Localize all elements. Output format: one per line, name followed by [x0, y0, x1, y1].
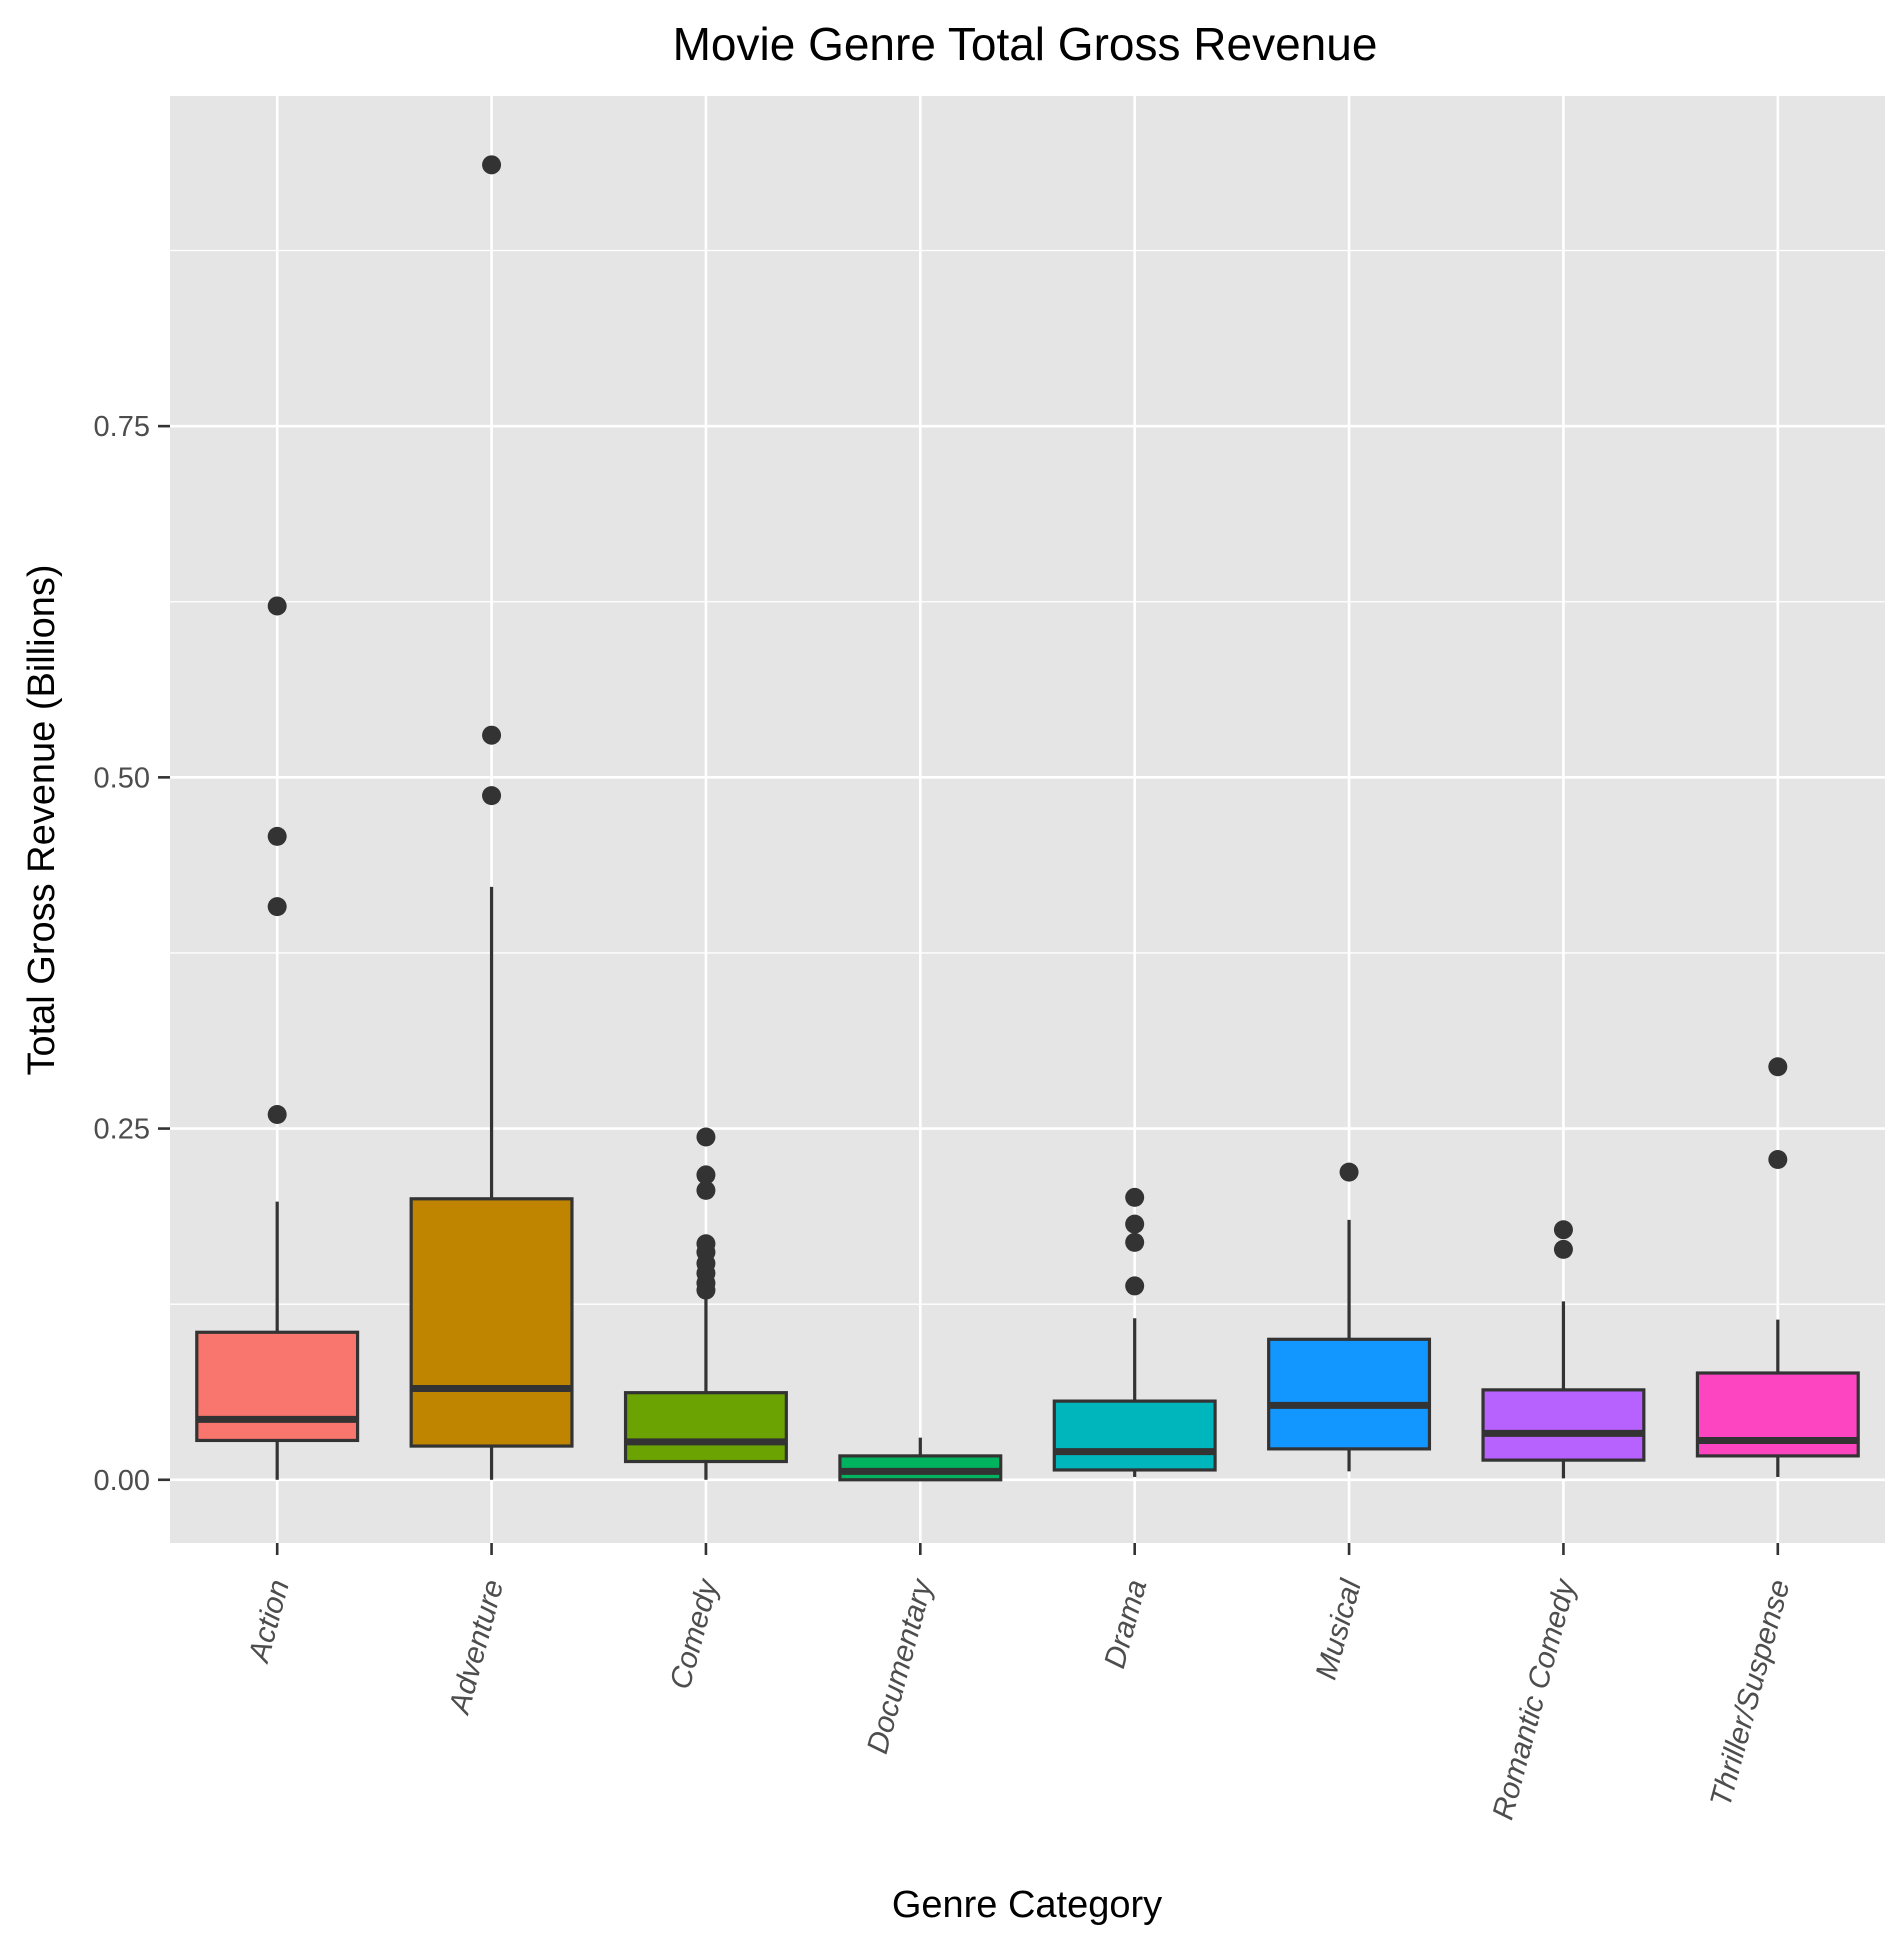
y-tick-label: 0.75 [94, 411, 150, 443]
x-axis-title: Genre Category [892, 1884, 1162, 1926]
outlier-point [1553, 1239, 1573, 1259]
outlier-point [1768, 1149, 1788, 1169]
box-iqr [409, 1197, 574, 1448]
outlier-point [267, 596, 287, 616]
outlier-point [482, 786, 502, 806]
box-thriller-suspense [1695, 1057, 1860, 1477]
x-tick-label: Romantic Comedy [1486, 1574, 1582, 1823]
box-iqr [1481, 1388, 1646, 1462]
outlier-point [696, 1180, 716, 1200]
x-tick-label: Thriller/Suspense [1704, 1576, 1796, 1810]
y-tick-label: 0.00 [94, 1465, 150, 1497]
box-comedy [623, 1127, 788, 1480]
box-iqr [1267, 1337, 1432, 1451]
y-tick-label: 0.50 [94, 762, 150, 794]
box-adventure [409, 155, 574, 1480]
x-axis: Action Adventure Comedy Documentary Drama Mus… [242, 1543, 1797, 1823]
outlier-point [1768, 1057, 1788, 1077]
x-tick-label: Drama [1098, 1576, 1153, 1671]
box-documentary [838, 1437, 1003, 1482]
outlier-point [482, 155, 502, 175]
outlier-point [1553, 1220, 1573, 1240]
boxes [195, 155, 1860, 1482]
chart-title: Movie Genre Total Gross Revenue [673, 18, 1378, 70]
outlier-point [1125, 1214, 1145, 1234]
box-iqr [1052, 1399, 1217, 1472]
x-tick-label: Comedy [664, 1574, 725, 1692]
outlier-point [696, 1127, 716, 1147]
box-action [195, 596, 360, 1480]
outlier-point [482, 725, 502, 745]
box-drama [1052, 1187, 1217, 1477]
box-iqr [838, 1454, 1003, 1482]
box-iqr [623, 1391, 788, 1464]
outlier-point [696, 1234, 716, 1254]
outlier-point [1125, 1232, 1145, 1252]
box-romantic-comedy [1481, 1220, 1646, 1479]
outlier-point [267, 1105, 287, 1125]
outlier-point [1125, 1276, 1145, 1296]
y-axis: 0.00 0.25 0.50 0.75 [94, 411, 170, 1497]
x-tick-label: Musical [1310, 1575, 1369, 1683]
outlier-point [696, 1165, 716, 1185]
outlier-point [1125, 1187, 1145, 1207]
box-iqr [195, 1330, 360, 1443]
outlier-point [1339, 1162, 1359, 1182]
y-axis-title: Total Gross Revenue (Billions) [21, 564, 63, 1075]
outlier-point [267, 897, 287, 917]
box-musical [1267, 1162, 1432, 1472]
x-tick-label: Action [242, 1576, 296, 1667]
x-tick-label: Adventure [443, 1576, 511, 1719]
outlier-point [267, 826, 287, 846]
x-tick-label: Documentary [861, 1574, 940, 1757]
y-tick-label: 0.25 [94, 1114, 150, 1146]
